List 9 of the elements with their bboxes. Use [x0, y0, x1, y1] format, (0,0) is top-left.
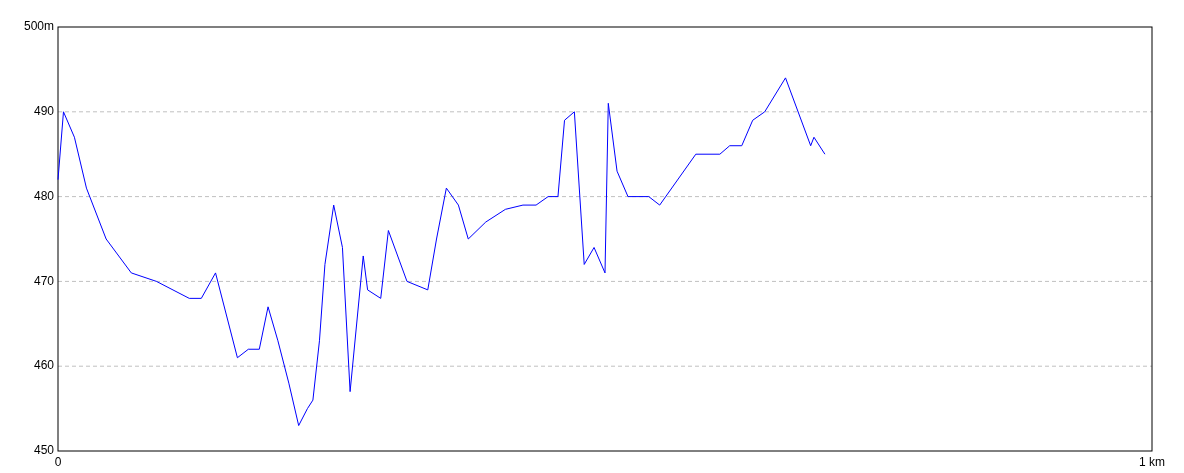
y-tick-label: 480 [33, 188, 55, 203]
x-tick-label: 0 [54, 455, 62, 469]
y-tick-label: 450 [33, 443, 55, 458]
y-tick-label: 470 [33, 273, 55, 288]
x-tick-label: 1 km [1138, 455, 1166, 469]
line-series [57, 77, 826, 427]
y-tick-label: 460 [33, 358, 55, 373]
y-tick-label: 490 [33, 103, 55, 118]
y-tick-label: 500m [23, 19, 54, 34]
